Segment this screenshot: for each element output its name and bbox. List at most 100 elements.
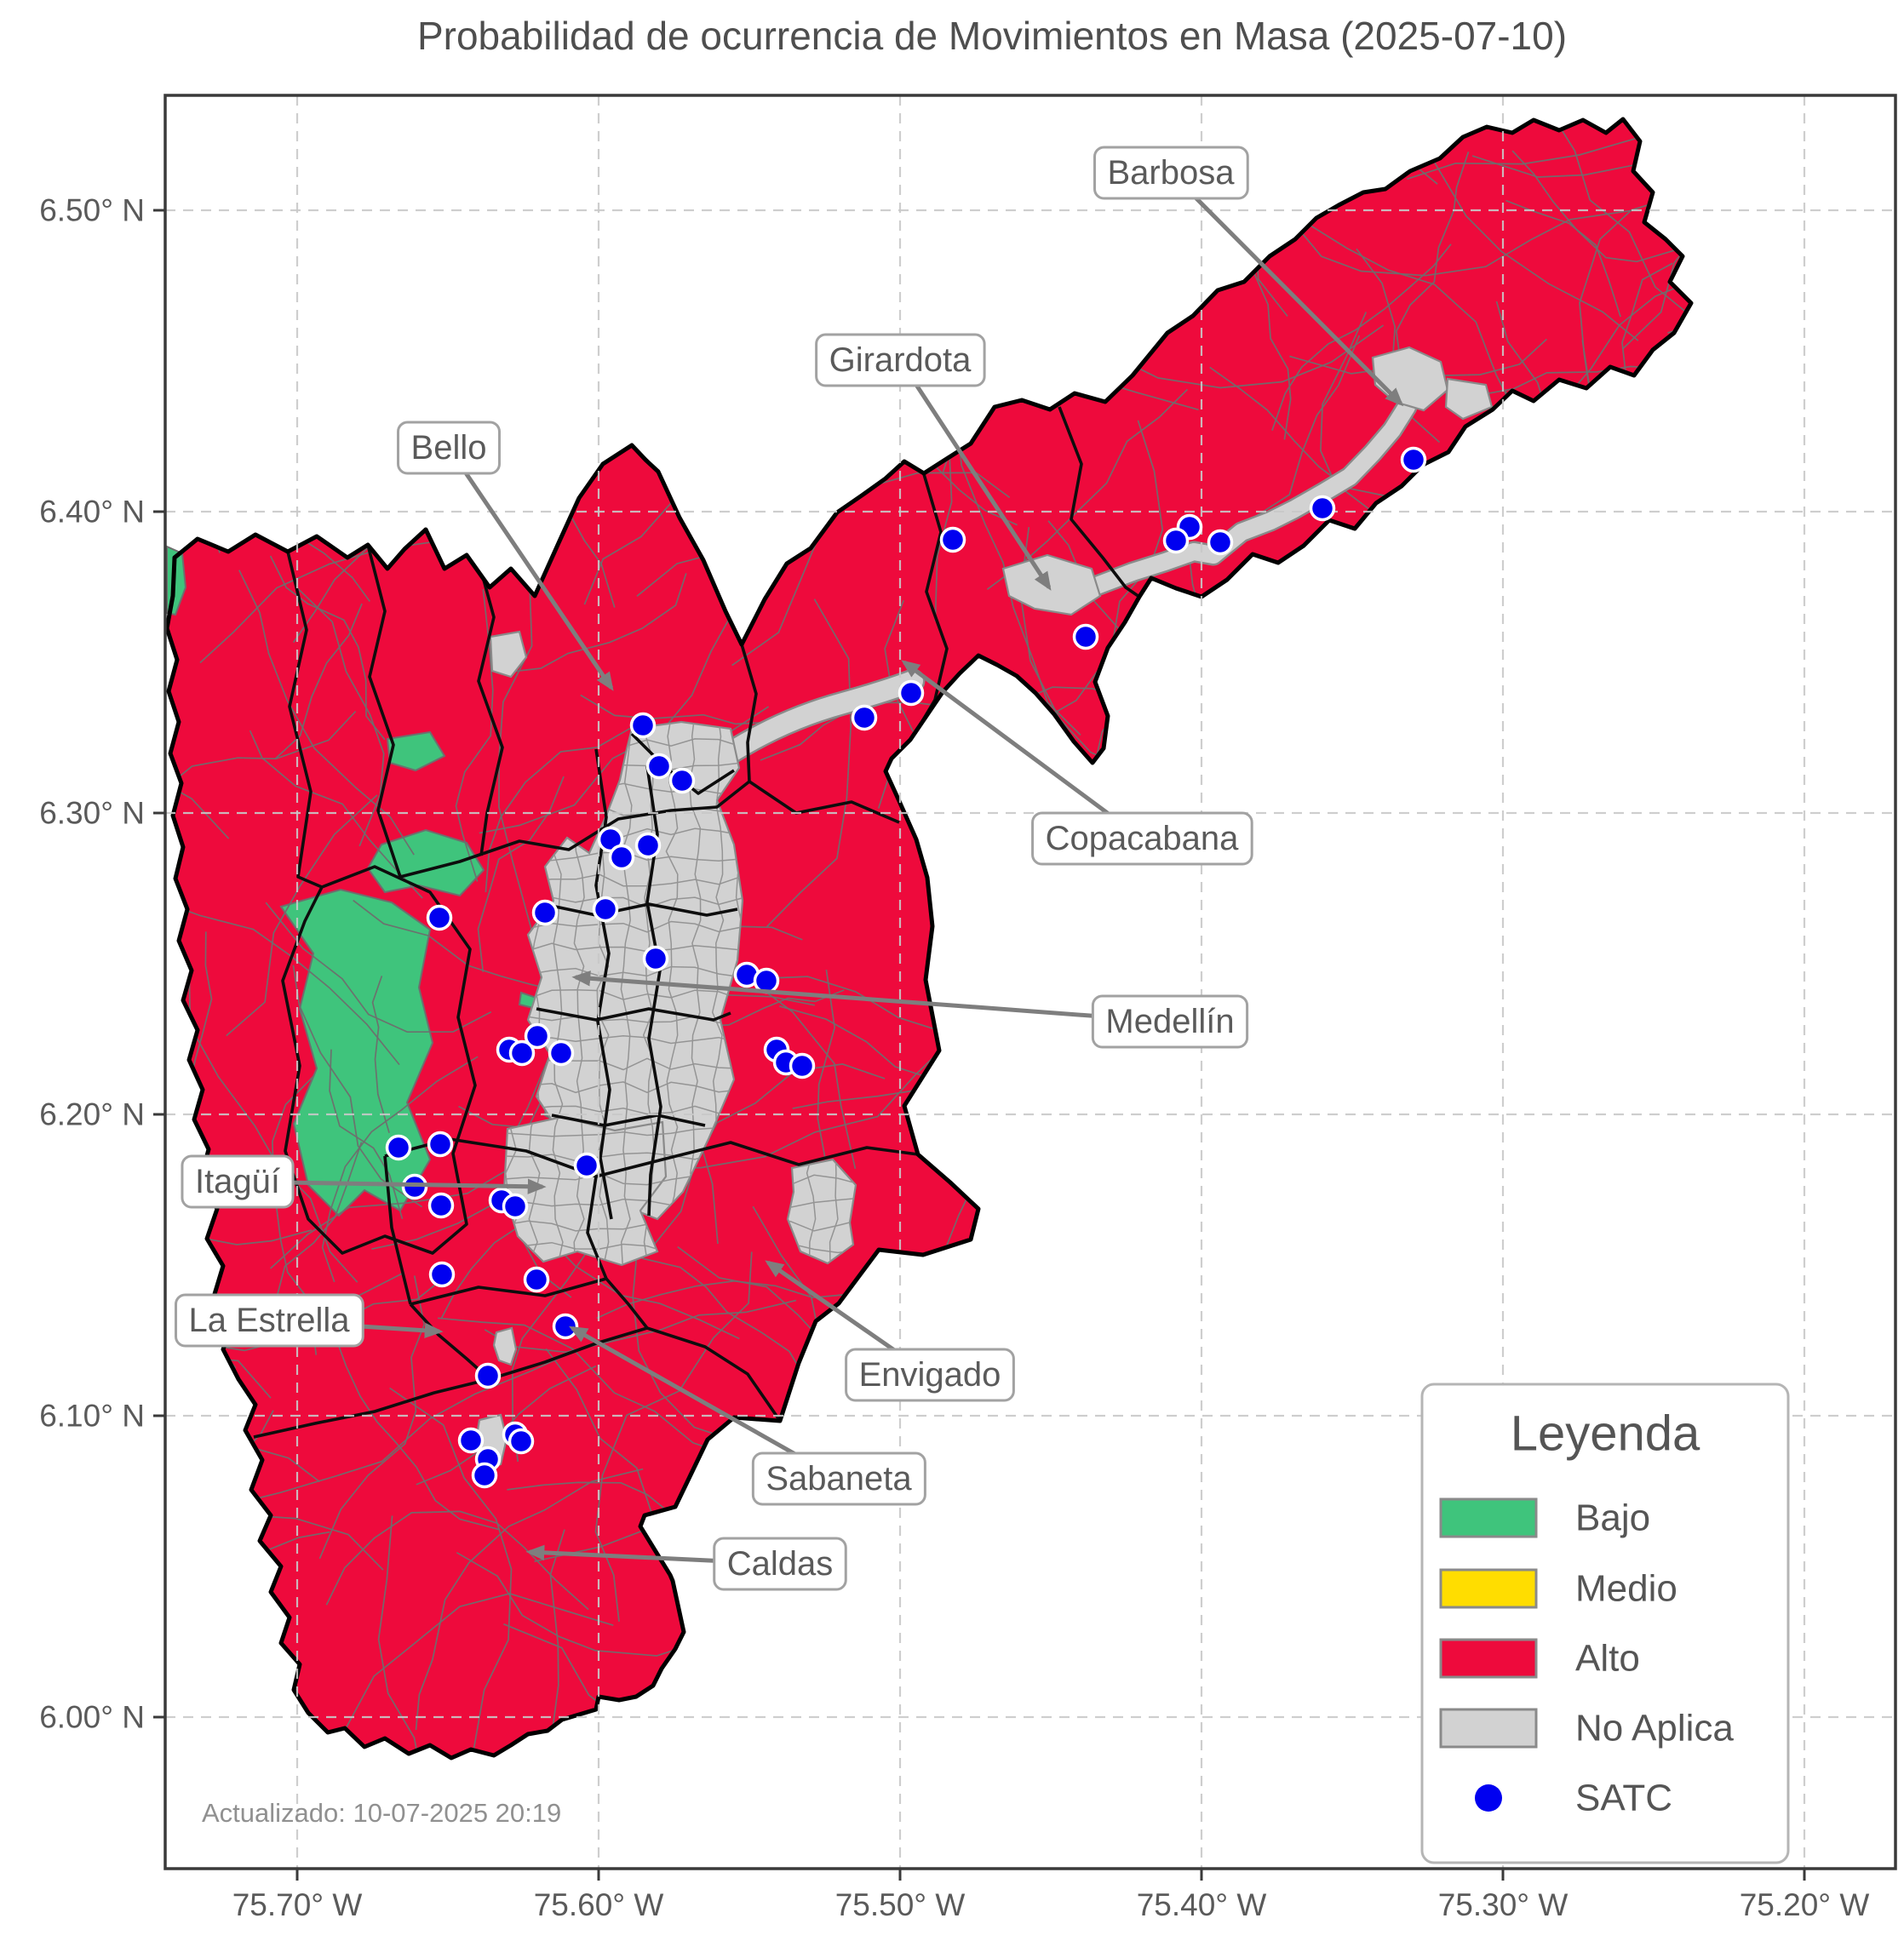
- annotation-leader: [901, 660, 1144, 841]
- vereda-line: [1549, 119, 1691, 376]
- vereda-line: [265, 902, 492, 1033]
- municipality-annotations: Barbosa Girardota Bello Copacabana Medellín I…: [175, 146, 1404, 1591]
- vereda-line: [167, 931, 213, 1135]
- vereda-line: [325, 1510, 589, 1611]
- annotation-copacabana: Copacabana: [901, 660, 1253, 866]
- vereda-line: [1505, 199, 1621, 318]
- municipal-border: [605, 1277, 649, 1330]
- satc-point: [523, 1266, 550, 1293]
- vereda-line: [1186, 696, 1492, 795]
- annotation-box: [1031, 811, 1253, 866]
- legend-label: No Aplica: [1575, 1708, 1734, 1749]
- x-tick-label: 75.70° W: [232, 1887, 363, 1922]
- y-tick-label: 6.10° N: [39, 1399, 145, 1434]
- annotation-box: [1091, 994, 1249, 1049]
- vereda-line: [1153, 697, 1414, 788]
- satc-point: [508, 1428, 535, 1455]
- barrio-line: [665, 713, 679, 1266]
- vereda-line: [274, 603, 363, 760]
- legend-swatch-bajo: [1439, 1497, 1538, 1538]
- vereda-line: [270, 1151, 545, 1269]
- vereda-line: [660, 119, 1015, 174]
- urban-area: [786, 1158, 857, 1265]
- satc-points: [385, 446, 1427, 1489]
- x-tick-label: 75.50° W: [835, 1887, 966, 1922]
- legend: Leyenda Bajo Medio Alto No Aplica SATC: [1420, 1383, 1790, 1864]
- municipal-border: [536, 1007, 731, 1022]
- vereda-line: [766, 598, 852, 928]
- annotation-bello: Bello: [397, 421, 614, 691]
- municipal-border: [551, 1114, 706, 1127]
- vereda-line: [333, 1333, 500, 1531]
- annotation-sabaneta: Sabaneta: [568, 1325, 926, 1506]
- vereda-line: [249, 730, 423, 899]
- vereda-line: [456, 1551, 708, 1657]
- satc-point: [642, 945, 669, 972]
- urban-area: [492, 1326, 518, 1366]
- legend-label: SATC: [1575, 1778, 1672, 1819]
- annotation-box: [181, 1154, 295, 1209]
- vereda-line: [415, 1468, 644, 1731]
- satc-point: [1400, 446, 1427, 473]
- municipal-border: [410, 1277, 607, 1306]
- municipal-border: [281, 865, 477, 1255]
- x-tick-label: 75.40° W: [1137, 1887, 1267, 1922]
- land-outline: [165, 117, 1694, 1761]
- y-tick-label: 6.30° N: [39, 796, 145, 831]
- vereda-line: [377, 1515, 481, 1758]
- vereda-line: [292, 965, 423, 1208]
- vereda-line: [1252, 335, 1361, 519]
- satc-point: [385, 1134, 412, 1161]
- satc-point: [427, 1131, 454, 1158]
- vereda-line: [477, 776, 565, 972]
- satc-point: [548, 1039, 575, 1067]
- barrio-line: [688, 713, 702, 1266]
- vereda-line: [580, 694, 771, 725]
- satc-point: [573, 1152, 600, 1179]
- annotation-leader: [1169, 171, 1404, 407]
- vereda-line: [167, 1587, 232, 1716]
- satc-point: [508, 1039, 536, 1067]
- vereda-line: [1138, 608, 1207, 917]
- y-tick-label: 6.20° N: [39, 1097, 145, 1132]
- annotation-box: [713, 1537, 847, 1591]
- annotation-box: [751, 1451, 926, 1506]
- y-tick-label: 6.50° N: [39, 193, 145, 228]
- vereda-line: [986, 388, 1189, 590]
- plot-frame: [163, 94, 1897, 1870]
- urban-corridor: [720, 671, 923, 763]
- municipal-border: [399, 780, 900, 879]
- satc-point: [939, 526, 966, 553]
- annotation-barbosa: Barbosa: [1093, 146, 1404, 407]
- annotation-caldas: Caldas: [525, 1537, 847, 1591]
- legend-point-satc: [1475, 1784, 1502, 1812]
- legend-label: Medio: [1575, 1568, 1677, 1610]
- bajo-patch: [366, 828, 485, 897]
- vereda-line: [277, 1142, 363, 1295]
- municipal-border: [1058, 406, 1141, 598]
- vereda-line: [167, 575, 230, 839]
- vereda-line: [594, 1251, 753, 1622]
- municipal-border: [542, 902, 738, 917]
- vereda-line: [1395, 152, 1470, 361]
- barrio-line: [620, 713, 633, 1266]
- urban-area: [1001, 553, 1102, 616]
- y-tick-label: 6.40° N: [39, 495, 145, 530]
- satc-point: [1162, 527, 1190, 554]
- vereda-line: [1667, 322, 1691, 465]
- chart-title: Probabilidad de ocurrencia de Movimiento…: [417, 14, 1567, 58]
- vereda-line: [1271, 243, 1452, 431]
- vereda-line: [1009, 234, 1208, 316]
- satc-point: [851, 704, 878, 731]
- annotation-box: [815, 333, 986, 387]
- vereda-line: [437, 1317, 735, 1458]
- municipal-border: [586, 1176, 608, 1280]
- satc-point: [474, 1362, 502, 1389]
- municipal-border: [740, 644, 758, 782]
- vereda-line: [892, 232, 1210, 279]
- urban-area: [489, 630, 528, 678]
- vereda-line: [1621, 119, 1691, 350]
- annotation-medell-n: Medellín: [571, 970, 1249, 1049]
- legend-swatch-alto: [1439, 1638, 1538, 1679]
